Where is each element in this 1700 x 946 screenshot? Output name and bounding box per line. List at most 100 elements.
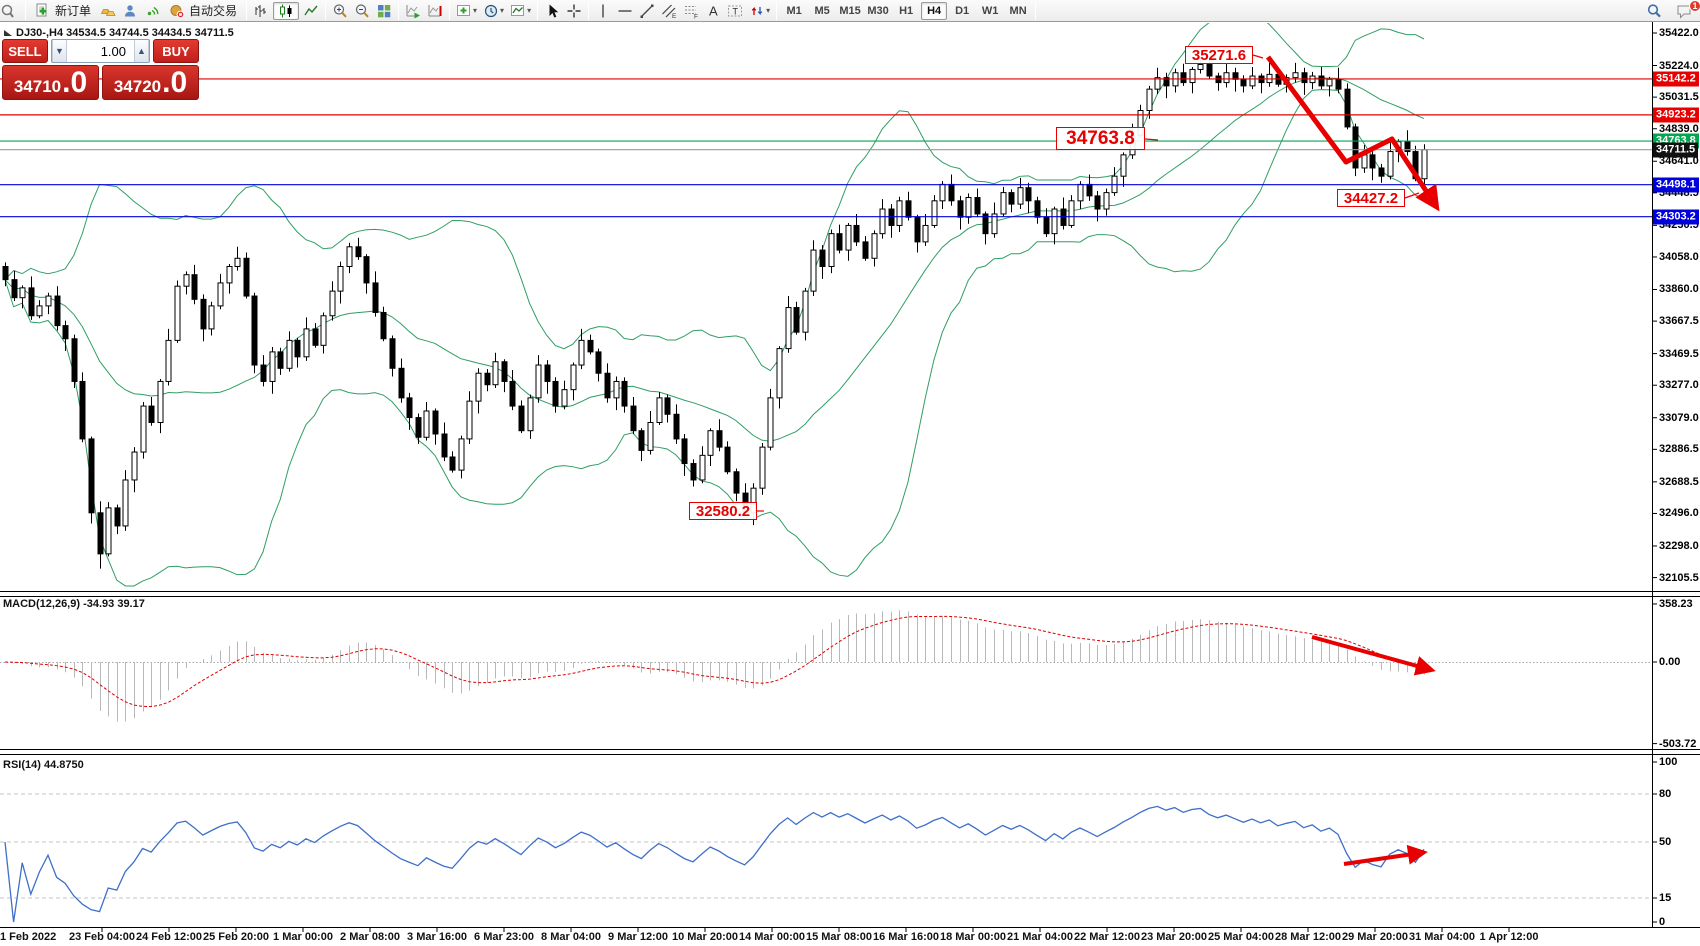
volume-stepper[interactable]: ▼ 1.00 ▲ — [51, 39, 150, 63]
bar-chart-button[interactable] — [250, 1, 272, 21]
candle-body — [1025, 187, 1032, 202]
candle-body — [776, 348, 783, 399]
candle-body — [621, 380, 628, 407]
timeframe-button-MN[interactable]: MN — [1009, 4, 1027, 17]
price-annotation-label[interactable]: 35271.6 — [1185, 46, 1253, 64]
arrows-tool-button[interactable]: ▾ — [746, 1, 773, 21]
vertical-line-tool-button[interactable] — [592, 1, 614, 21]
volume-decrease-button[interactable]: ▼ — [52, 40, 67, 62]
price-annotation-label[interactable]: 34427.2 — [1337, 189, 1405, 207]
chart-shift-button[interactable] — [424, 1, 446, 21]
macd-panel-area[interactable] — [0, 610, 1652, 722]
search-icon — [1647, 4, 1661, 18]
candle-body — [1318, 75, 1325, 87]
candle-body — [509, 380, 516, 407]
vertical-line-icon — [602, 4, 604, 17]
candle-body — [656, 397, 663, 423]
templates-button[interactable]: ▾ — [507, 1, 534, 21]
crosshair-tool-button[interactable] — [563, 1, 585, 21]
signal-button[interactable] — [141, 1, 163, 21]
timeframe-button-H4[interactable]: H4 — [921, 1, 948, 20]
candle-body — [1326, 78, 1333, 87]
price-tick-label: 33079.0 — [1659, 411, 1699, 424]
candle-body — [1017, 187, 1024, 205]
price-tick-label: 33469.5 — [1659, 347, 1699, 360]
candle-body — [303, 328, 310, 358]
rsi-tick-label: 0 — [1659, 916, 1666, 928]
clipped-left-icon[interactable] — [0, 1, 22, 21]
timeframe-button-M15[interactable]: M15 — [839, 4, 861, 17]
chat-button[interactable]: 1 — [1673, 0, 1700, 21]
timeframe-button-M1[interactable]: M1 — [786, 4, 802, 17]
candle-body — [174, 285, 181, 341]
candle-body — [1068, 200, 1075, 226]
volume-value[interactable]: 1.00 — [100, 43, 126, 59]
gold-button[interactable] — [97, 1, 119, 21]
buy-button[interactable]: BUY — [153, 39, 199, 63]
equidistant-channel-tool-button[interactable]: E — [658, 1, 680, 21]
candle-body — [1335, 78, 1342, 90]
red-trend-arrow[interactable] — [1343, 844, 1428, 866]
candle-body — [1361, 154, 1368, 169]
auto-scroll-button[interactable] — [402, 1, 424, 21]
cursor-tool-button[interactable] — [541, 1, 563, 21]
text-tool-button[interactable]: A — [702, 1, 724, 21]
timeframe-button-W1[interactable]: W1 — [981, 4, 999, 17]
chart-shift-icon — [428, 4, 442, 16]
timeframe-button-D1[interactable]: D1 — [955, 4, 970, 17]
community-button[interactable] — [119, 1, 141, 21]
candle-body — [251, 295, 258, 366]
rsi-panel-area[interactable] — [0, 793, 1652, 923]
separator — [246, 1, 248, 20]
candle-body — [1103, 192, 1110, 210]
candle-body — [1163, 77, 1170, 87]
zoom-in-button[interactable] — [329, 1, 351, 21]
signal-broadcast-icon — [147, 6, 159, 15]
new-order-button[interactable]: 新订单 — [29, 1, 97, 21]
price-annotation-label[interactable]: 32580.2 — [689, 502, 757, 520]
trend-line-tool-button[interactable] — [636, 1, 658, 21]
search-button[interactable] — [1643, 1, 1665, 21]
candlestick-chart-button[interactable] — [273, 1, 300, 20]
auto-scroll-icon — [406, 4, 421, 18]
candle-body — [544, 364, 551, 382]
volume-increase-button[interactable]: ▲ — [134, 40, 149, 62]
svg-text:A: A — [709, 3, 718, 18]
price-badge: 34711.5 — [1653, 142, 1699, 158]
price-tick-label: 32105.5 — [1659, 571, 1699, 584]
sell-price[interactable]: 34710.0 — [2, 65, 99, 100]
periods-button[interactable]: ▾ — [480, 1, 507, 21]
text-label-icon: T — [728, 5, 743, 16]
new-order-icon — [36, 3, 47, 16]
autotrading-button[interactable]: 自动交易 — [163, 1, 243, 21]
line-chart-button[interactable] — [300, 1, 322, 21]
fibonacci-tool-button[interactable]: F — [680, 1, 702, 21]
horizontal-line-tool-button[interactable] — [614, 1, 636, 21]
dropdown-arrow-icon: ▾ — [527, 6, 532, 15]
candle-body — [699, 454, 706, 481]
tile-windows-button[interactable] — [373, 1, 395, 21]
red-trend-arrow[interactable] — [1265, 55, 1440, 212]
price-annotation-label[interactable]: 34763.8 — [1056, 127, 1145, 150]
timeframe-button-M5[interactable]: M5 — [814, 4, 830, 17]
candle-body — [1189, 68, 1196, 84]
main-chart-area[interactable] — [0, 15, 1652, 587]
candle-body — [1292, 72, 1299, 79]
chart-title-icon — [4, 30, 12, 36]
timeframe-button-M30[interactable]: M30 — [867, 4, 889, 17]
buy-price[interactable]: 34720.0 — [102, 65, 199, 100]
macd-tick-label: -503.72 — [1659, 737, 1697, 750]
horizontal-line-icon — [618, 9, 632, 12]
candle-body — [1232, 72, 1239, 80]
annotation-connector — [1144, 138, 1159, 141]
drawn-objects[interactable] — [757, 54, 1440, 866]
sell-button[interactable]: SELL — [2, 39, 48, 63]
timeframe-button-H1[interactable]: H1 — [899, 4, 914, 17]
zoom-in-icon — [333, 3, 347, 17]
indicators-button[interactable]: ▾ — [453, 1, 480, 21]
rsi-tick-label: 50 — [1659, 836, 1672, 848]
red-trend-arrow[interactable] — [1311, 635, 1436, 676]
zoom-out-button[interactable] — [351, 1, 373, 21]
text-label-tool-button[interactable]: T — [724, 1, 746, 21]
